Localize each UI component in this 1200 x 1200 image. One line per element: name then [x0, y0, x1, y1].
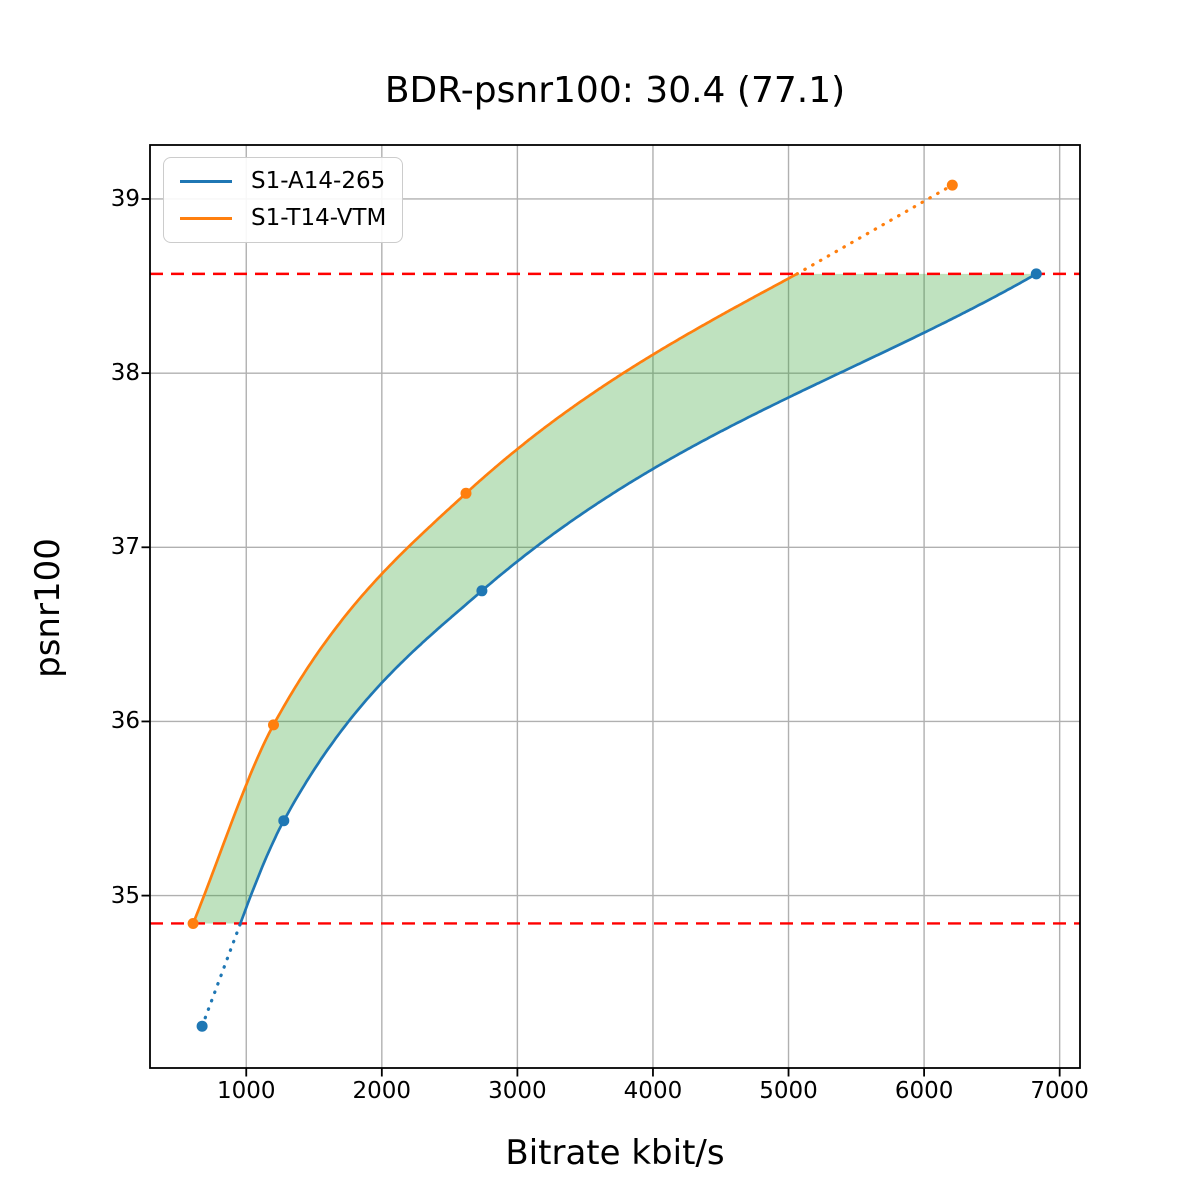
y-tick-label: 37 [110, 534, 140, 561]
y-tick-label: 35 [110, 882, 140, 909]
legend-label: S1-T14-VTM [251, 205, 387, 231]
x-axis-label: Bitrate kbit/s [505, 1133, 725, 1173]
legend-line-swatch [180, 180, 232, 183]
data-point-marker [278, 815, 290, 827]
series-curve-solid [239, 272, 1037, 924]
data-point-marker [187, 918, 199, 929]
y-tick-label: 39 [110, 185, 140, 212]
legend-line-swatch [180, 217, 232, 220]
data-point-marker [476, 585, 488, 597]
legend-item-series-0: S1-A14-265 [180, 167, 386, 196]
shaded-bd-region [193, 273, 1037, 924]
x-tick-label: 3000 [488, 1078, 547, 1104]
series-curve-dotted [795, 183, 954, 276]
data-point-marker [196, 1020, 208, 1032]
x-tick-label: 2000 [352, 1078, 412, 1104]
x-tick-label: 1000 [216, 1078, 276, 1104]
data-point-marker [1030, 268, 1042, 280]
data-point-marker [460, 487, 472, 499]
x-tick-label: 6000 [894, 1078, 954, 1104]
legend: S1-A14-265 S1-T14-VTM [163, 157, 404, 243]
x-tick-label: 5000 [759, 1078, 818, 1104]
data-point-marker [268, 719, 279, 731]
data-point-marker [946, 179, 958, 191]
x-tick-label: 7000 [1030, 1078, 1089, 1104]
x-tick-label: 4000 [623, 1078, 683, 1104]
legend-item-series-1: S1-T14-VTM [180, 204, 386, 233]
series-curve-dotted [200, 921, 242, 1028]
plot-border [149, 144, 1081, 1069]
chart-title: BDR-psnr100: 30.4 (77.1) [384, 70, 846, 111]
series-curve-solid [191, 272, 799, 924]
y-tick-label: 38 [110, 360, 140, 387]
legend-label: S1-A14-265 [251, 168, 386, 194]
y-tick-label: 36 [110, 708, 140, 735]
